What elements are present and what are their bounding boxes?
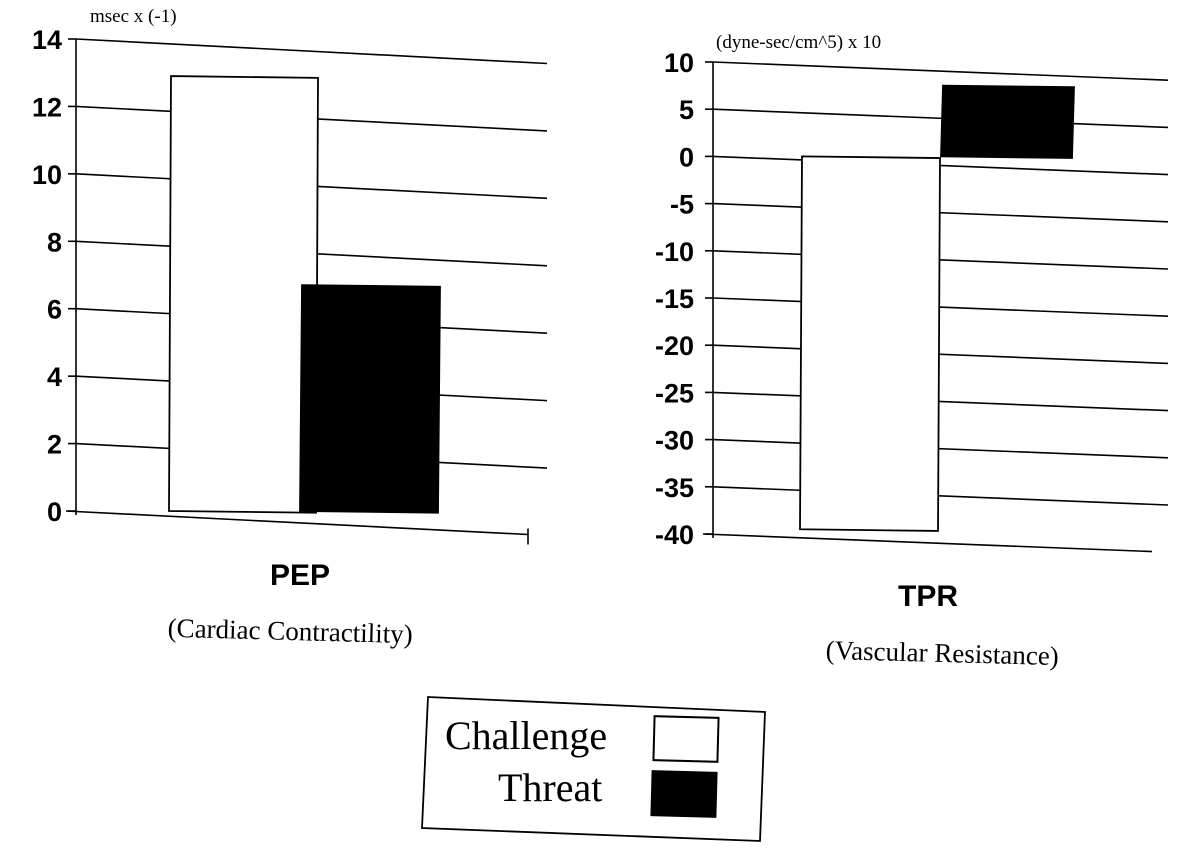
pep-tick-label: 10 [32,160,62,190]
pep-tick-label: 14 [32,25,62,55]
pep-tick-label: 6 [47,295,62,325]
pep-bar-threat [299,284,441,514]
pep-y-ticks: 0 2 4 6 8 10 12 14 [32,25,76,527]
tpr-tick-label: -30 [655,426,694,456]
pep-x-axis [65,510,529,536]
tpr-gridline [712,391,1169,412]
tpr-gridline [712,297,1169,317]
pep-bar-challenge [168,75,319,514]
tpr-tick-label: -20 [655,331,694,361]
tpr-tick-label: 0 [679,142,694,172]
pep-title: PEP [270,559,330,592]
tpr-chart: (dyne-sec/cm^5) x 10 10 5 0 -5 -10 -15 -20 -25 -… [655,32,1169,671]
tpr-tick-label: -5 [670,190,694,220]
pep-unit-label: msec x (-1) [90,6,177,27]
legend-swatch-challenge [652,715,720,763]
tpr-tick-label: -25 [655,378,694,408]
tpr-tick-label: 5 [679,95,694,125]
pep-subtitle: (Cardiac Contractility) [167,613,413,649]
tpr-gridline [712,344,1169,365]
tpr-bar-threat [940,84,1075,159]
legend: Challenge Threat [421,696,766,842]
tpr-gridline [712,108,1169,129]
tpr-unit-label: (dyne-sec/cm^5) x 10 [716,32,881,53]
tpr-bar-challenge [799,155,941,532]
tpr-gridline [712,61,1169,81]
pep-gridline [75,38,548,65]
tpr-gridline [712,486,1169,506]
tpr-tick-label: -40 [655,520,694,550]
tpr-tick-label: -15 [655,284,694,314]
tpr-gridline [712,250,1169,270]
pep-tick-label: 2 [47,430,62,460]
tpr-y-ticks: 10 5 0 -5 -10 -15 -20 -25 -30 -35 -40 [655,48,713,550]
tpr-x-axis [702,533,1153,553]
tpr-subtitle: (Vascular Resistance) [825,635,1059,671]
pep-chart: msec x (-1) 0 2 4 6 8 10 12 14 PEP (Cardiac Con… [32,6,548,649]
legend-label-threat: Threat [498,765,602,810]
legend-swatch-threat [650,770,718,818]
tpr-title: TPR [898,580,958,613]
tpr-tick-label: -35 [655,473,694,503]
tpr-bars [799,84,1075,532]
tpr-tick-label: -10 [655,237,694,267]
legend-label-challenge: Challenge [445,713,607,758]
pep-tick-label: 0 [47,497,62,527]
pep-tick-label: 8 [47,227,62,257]
pep-bars [168,75,441,514]
tpr-gridline [712,438,1169,459]
pep-tick-label: 4 [47,362,62,392]
pep-tick-label: 12 [32,92,62,122]
tpr-tick-label: 10 [664,48,694,78]
